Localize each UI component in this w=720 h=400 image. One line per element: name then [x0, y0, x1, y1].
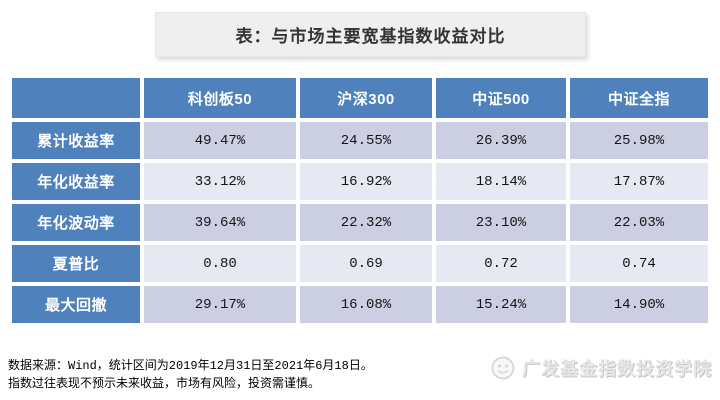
table-cell: 0.69	[300, 245, 432, 282]
row-label: 累计收益率	[12, 122, 140, 159]
corner-cell	[12, 78, 140, 118]
row-label: 年化波动率	[12, 204, 140, 241]
table-cell: 23.10%	[436, 204, 566, 241]
table-cell: 24.55%	[300, 122, 432, 159]
table-cell: 22.32%	[300, 204, 432, 241]
table-cell: 0.72	[436, 245, 566, 282]
table-cell: 14.90%	[570, 286, 708, 323]
header-row: 科创板50 沪深300 中证500 中证全指	[12, 78, 708, 118]
data-source-line: 数据来源：Wind，统计区间为2019年12月31日至2021年6月18日。	[8, 359, 373, 373]
table-cell: 0.80	[144, 245, 296, 282]
index-comparison-table: 科创板50 沪深300 中证500 中证全指 累计收益率 49.47% 24.55%…	[8, 74, 712, 327]
table-row: 年化波动率 39.64% 22.32% 23.10% 22.03%	[12, 204, 708, 241]
source-note: 数据来源：Wind，统计区间为2019年12月31日至2021年6月18日。 指…	[8, 357, 373, 393]
table-cell: 15.24%	[436, 286, 566, 323]
disclaimer-line: 指数过往表现不预示未来收益，市场有风险，投资需谨慎。	[8, 377, 321, 391]
table-cell: 17.87%	[570, 163, 708, 200]
row-label: 最大回撤	[12, 286, 140, 323]
table-row: 累计收益率 49.47% 24.55% 26.39% 25.98%	[12, 122, 708, 159]
table-cell: 0.74	[570, 245, 708, 282]
table-title-text: 表：与市场主要宽基指数收益对比	[235, 27, 506, 46]
table-cell: 26.39%	[436, 122, 566, 159]
table-cell: 16.92%	[300, 163, 432, 200]
table-cell: 18.14%	[436, 163, 566, 200]
table-cell: 16.08%	[300, 286, 432, 323]
table-cell: 29.17%	[144, 286, 296, 323]
table-row: 年化收益率 33.12% 16.92% 18.14% 17.87%	[12, 163, 708, 200]
table-cell: 22.03%	[570, 204, 708, 241]
column-header-csi500: 中证500	[436, 78, 566, 118]
table-cell: 33.12%	[144, 163, 296, 200]
table-cell: 25.98%	[570, 122, 708, 159]
table-row: 最大回撤 29.17% 16.08% 15.24% 14.90%	[12, 286, 708, 323]
column-header-star50: 科创板50	[144, 78, 296, 118]
table-cell: 39.64%	[144, 204, 296, 241]
column-header-csi-all: 中证全指	[570, 78, 708, 118]
table-body: 累计收益率 49.47% 24.55% 26.39% 25.98% 年化收益率 33.12%…	[12, 122, 708, 323]
brand-name: 广发基金指数投资学院	[522, 359, 712, 379]
brand-logo-icon	[491, 356, 515, 380]
row-label: 年化收益率	[12, 163, 140, 200]
table-row: 夏普比 0.80 0.69 0.72 0.74	[12, 245, 708, 282]
table-title: 表：与市场主要宽基指数收益对比	[155, 12, 586, 57]
table-cell: 49.47%	[144, 122, 296, 159]
column-header-hs300: 沪深300	[300, 78, 432, 118]
brand-watermark: 广发基金指数投资学院	[490, 355, 712, 381]
row-label: 夏普比	[12, 245, 140, 282]
